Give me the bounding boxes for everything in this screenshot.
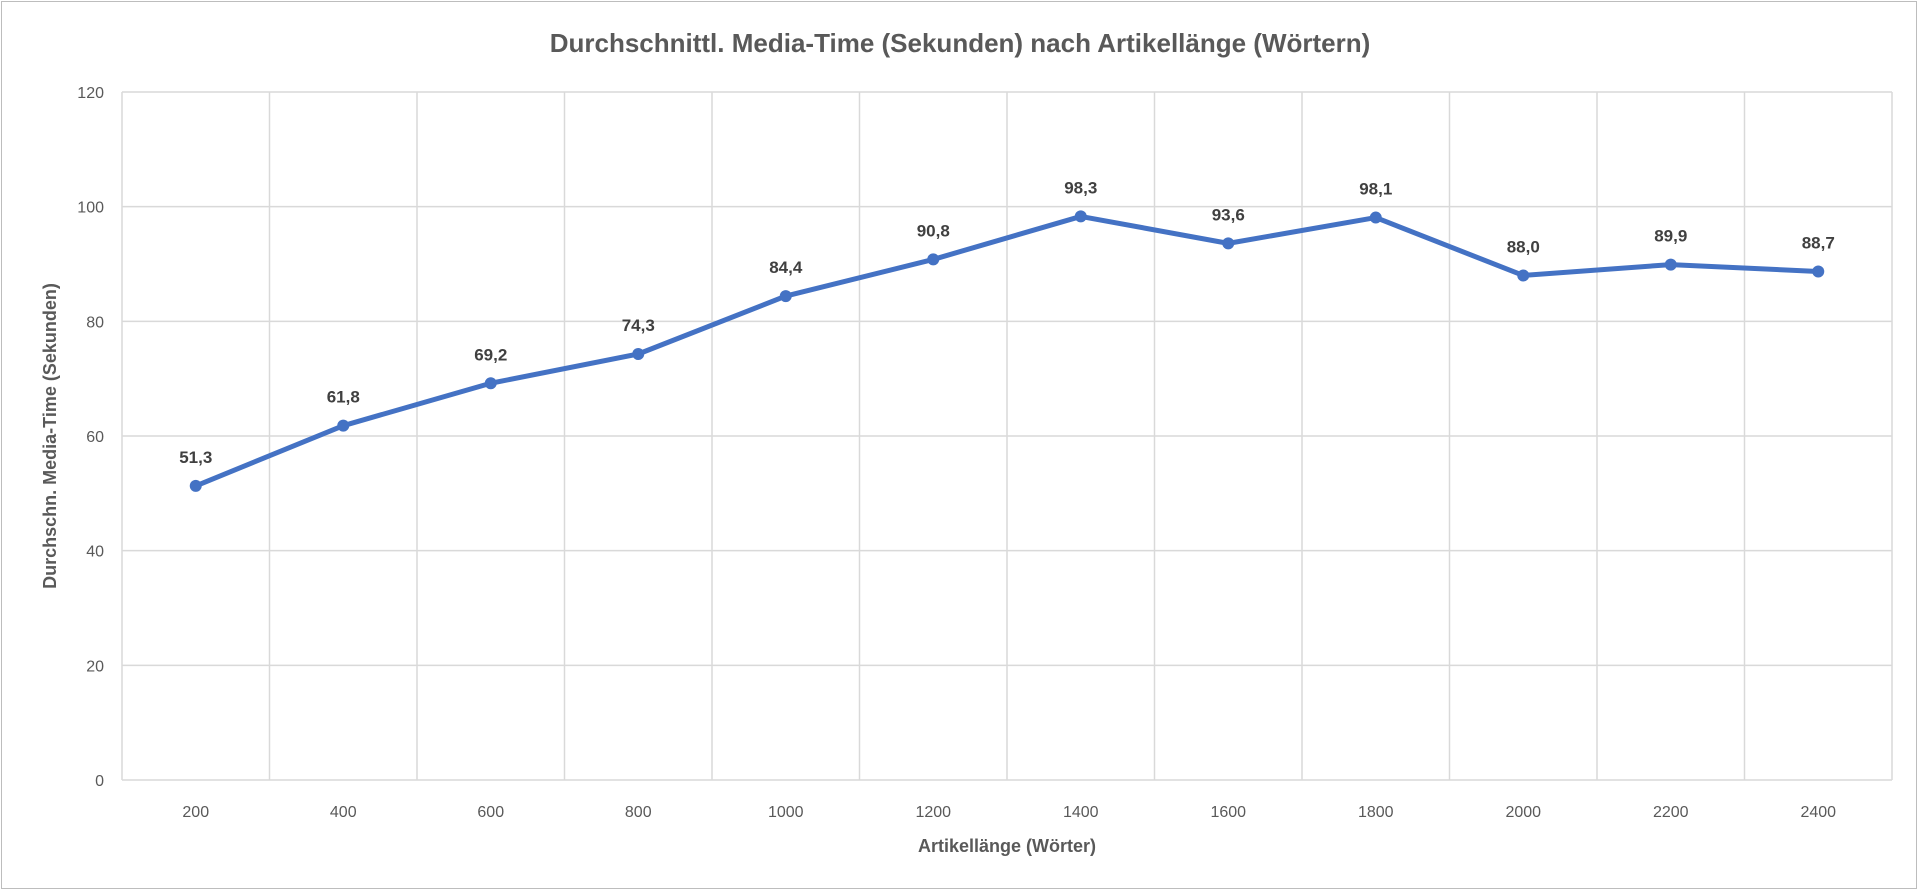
data-point: [632, 348, 645, 361]
data-label: 84,4: [769, 258, 803, 277]
data-point: [484, 377, 497, 390]
data-labels: 51,3 61,8 69,2 74,3 84,4 90,8 98,3 93,6 98,1 88,0…: [179, 178, 1835, 466]
series-line: [194, 213, 1819, 489]
data-point: [779, 290, 792, 303]
x-tick-label: 800: [625, 804, 652, 821]
data-point: [337, 419, 350, 432]
gridlines: [121, 91, 1893, 781]
data-point: [1369, 211, 1382, 224]
x-axis-title: Artikellänge (Wörter): [918, 836, 1096, 856]
x-tick-label: 1800: [1358, 804, 1394, 821]
y-tick-labels: 0 20 40 60 80 100 120: [77, 85, 104, 790]
data-label: 93,6: [1212, 205, 1245, 224]
x-tick-label: 1600: [1210, 804, 1246, 821]
data-points: [189, 210, 1825, 492]
x-tick-label: 600: [477, 804, 504, 821]
data-label: 88,0: [1507, 237, 1540, 256]
data-label: 98,1: [1359, 180, 1392, 199]
y-tick-label: 80: [86, 314, 104, 331]
y-tick-label: 60: [86, 429, 104, 446]
data-label: 89,9: [1654, 227, 1687, 246]
y-tick-label: 20: [86, 658, 104, 675]
data-point: [1812, 265, 1825, 278]
x-tick-label: 1000: [768, 804, 804, 821]
x-tick-label: 2400: [1800, 804, 1836, 821]
x-tick-labels: 200 400 600 800 1000 1200 1400 1600 1800 2000 2200…: [182, 804, 1836, 821]
x-tick-label: 2200: [1653, 804, 1689, 821]
x-tick-label: 1200: [915, 804, 951, 821]
data-point: [927, 253, 940, 266]
data-label: 69,2: [474, 345, 507, 364]
y-tick-label: 0: [95, 773, 104, 790]
x-tick-label: 2000: [1505, 804, 1541, 821]
data-label: 51,3: [179, 448, 212, 467]
data-point: [1664, 258, 1677, 271]
x-tick-label: 1400: [1063, 804, 1099, 821]
y-tick-label: 100: [77, 200, 104, 217]
chart-title: Durchschnittl. Media-Time (Sekunden) nac…: [550, 28, 1371, 58]
data-point: [1074, 210, 1087, 223]
data-label: 88,7: [1802, 233, 1835, 252]
data-label: 98,3: [1064, 178, 1097, 197]
y-tick-label: 120: [77, 85, 104, 102]
data-label: 74,3: [622, 316, 655, 335]
data-point: [1222, 237, 1235, 250]
data-point: [189, 479, 202, 492]
y-axis-title: Durchschn. Media-Time (Sekunden): [40, 283, 60, 589]
data-label: 90,8: [917, 221, 950, 240]
x-tick-label: 400: [330, 804, 357, 821]
y-tick-label: 40: [86, 544, 104, 561]
data-label: 61,8: [327, 388, 360, 407]
x-tick-label: 200: [182, 804, 209, 821]
data-point: [1517, 269, 1530, 282]
